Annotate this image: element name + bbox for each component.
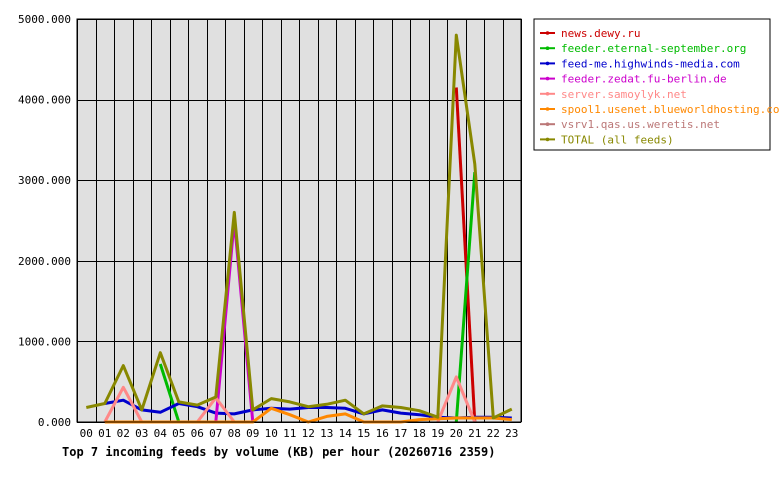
y-tick-label: 5000.000 xyxy=(18,13,71,26)
x-axis-ticks: 00 01 02 03 04 05 06 07 08 09 10 11 12 13 14 15 16 17 18 19… xyxy=(80,427,519,440)
series-lines xyxy=(85,33,513,424)
y-tick-label: 4000.000 xyxy=(18,94,71,107)
x-tick-label: 14 xyxy=(339,427,353,440)
series-line xyxy=(85,33,513,420)
legend-label: TOTAL (all feeds) xyxy=(561,133,674,146)
series-line xyxy=(454,87,477,423)
x-tick-label: 09 xyxy=(246,427,259,440)
legend-label: feeder.zedat.fu-berlin.de xyxy=(561,73,727,86)
x-tick-label: 04 xyxy=(154,427,168,440)
y-tick-label: 0.000 xyxy=(38,416,71,429)
legend-item: server.samoylyk.net xyxy=(540,88,687,101)
legend-item: TOTAL (all feeds) xyxy=(540,133,674,146)
legend-marker xyxy=(545,122,550,126)
legend-label: feed-me.highwinds-media.com xyxy=(561,57,740,70)
legend-marker xyxy=(545,107,550,111)
x-tick-label: 03 xyxy=(135,427,148,440)
legend: news.dewy.ru feeder.eternal-september.org… xyxy=(540,27,780,146)
x-tick-label: 16 xyxy=(376,427,389,440)
legend-label: news.dewy.ru xyxy=(561,27,640,40)
series-segment xyxy=(158,363,181,423)
x-tick-label: 23 xyxy=(505,427,518,440)
legend-marker xyxy=(545,61,550,66)
legend-label: server.samoylyk.net xyxy=(561,88,687,101)
legend-item: vsrv1.qas.us.weretis.net xyxy=(540,118,720,131)
legend-item: feeder.zedat.fu-berlin.de xyxy=(540,73,727,86)
x-tick-label: 08 xyxy=(228,427,241,440)
legend-item: feeder.eternal-september.org xyxy=(540,42,746,55)
x-tick-label: 21 xyxy=(468,427,481,440)
legend-marker xyxy=(545,76,550,81)
x-tick-label: 01 xyxy=(98,427,111,440)
x-tick-label: 22 xyxy=(487,427,500,440)
x-tick-label: 18 xyxy=(413,427,426,440)
legend-item: feed-me.highwinds-media.com xyxy=(540,57,740,70)
legend-marker xyxy=(545,137,550,142)
x-tick-label: 10 xyxy=(265,427,278,440)
legend-item: news.dewy.ru xyxy=(540,27,640,40)
series-segment xyxy=(436,375,477,423)
series-segment xyxy=(454,87,477,423)
x-tick-label: 11 xyxy=(283,427,296,440)
x-tick-label: 12 xyxy=(302,427,315,440)
y-tick-label: 3000.000 xyxy=(18,174,71,187)
plot-frame xyxy=(76,18,522,423)
x-tick-label: 13 xyxy=(320,427,333,440)
x-tick-label: 19 xyxy=(431,427,444,440)
y-tick-label: 1000.000 xyxy=(18,335,71,348)
x-tick-label: 07 xyxy=(209,427,222,440)
series-line xyxy=(158,171,477,423)
x-tick-label: 06 xyxy=(191,427,204,440)
x-tick-label: 20 xyxy=(450,427,463,440)
series-segment xyxy=(454,171,477,423)
legend-label: vsrv1.qas.us.weretis.net xyxy=(561,118,720,131)
x-tick-label: 00 xyxy=(80,427,93,440)
legend-box xyxy=(533,18,771,151)
y-tick-label: 2000.000 xyxy=(18,255,71,268)
x-tick-label: 15 xyxy=(357,427,370,440)
legend-marker xyxy=(545,31,550,35)
legend-label: spool1.usenet.blueworldhosting.com xyxy=(561,103,780,116)
chart-title: Top 7 incoming feeds by volume (KB) per … xyxy=(62,445,495,459)
x-tick-label: 02 xyxy=(117,427,130,440)
legend-label: feeder.eternal-september.org xyxy=(561,42,746,55)
series-segment xyxy=(85,33,513,420)
x-tick-label: 05 xyxy=(172,427,185,440)
series-segment xyxy=(103,385,144,423)
y-axis-ticks: 0.000 1000.000 2000.000 3000.000 4000.000 500… xyxy=(18,13,71,429)
legend-item: spool1.usenet.blueworldhosting.com xyxy=(540,103,780,116)
legend-marker xyxy=(545,92,550,96)
legend-marker xyxy=(545,46,550,50)
x-tick-label: 17 xyxy=(394,427,407,440)
